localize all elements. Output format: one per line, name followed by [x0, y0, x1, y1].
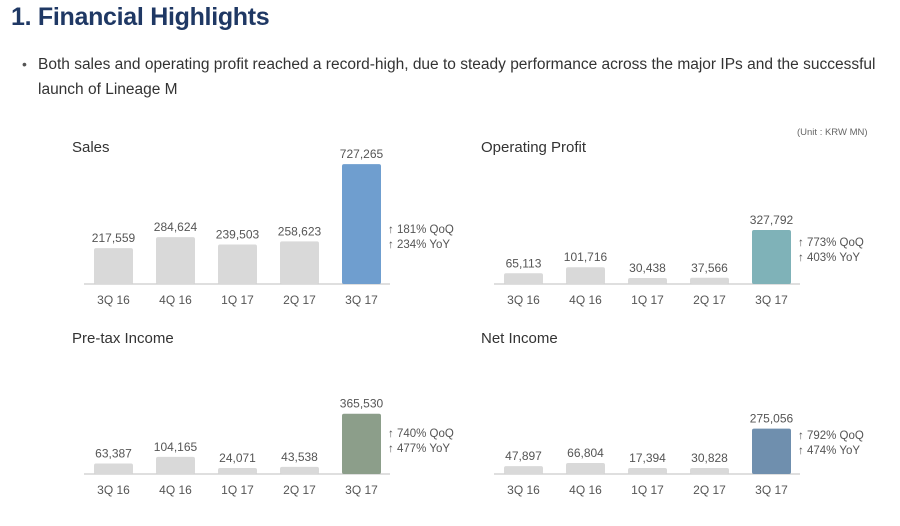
- sales-chart: Sales 217,559 3Q 16 284,624 4Q 16 239,503 1Q …: [0, 130, 454, 330]
- value-label: 37,566: [691, 261, 728, 275]
- value-label: 43,538: [281, 450, 318, 464]
- operating-profit-chart-svg: 65,113 3Q 16 101,716 4Q 16 30,438 1Q 17 37,566…: [494, 213, 800, 307]
- value-label: 30,828: [691, 451, 728, 465]
- value-label: 258,623: [278, 224, 322, 238]
- bullet-marker: •: [22, 56, 27, 72]
- net-income-chart-svg: 47,897 3Q 16 66,804 4Q 16 17,394 1Q 17 30,828 2…: [494, 412, 800, 497]
- value-label: 65,113: [506, 256, 542, 270]
- net-income-chart: Net Income 47,897 3Q 16 66,804 4Q 16 17,394 1…: [410, 320, 864, 520]
- chart-title: Operating Profit: [481, 139, 587, 156]
- qoq-label: ↑ 773% QoQ: [798, 237, 864, 249]
- category-label: 3Q 16: [97, 293, 130, 307]
- value-label: 284,624: [154, 220, 198, 234]
- bullet-text-block: • Both sales and operating profit reache…: [22, 52, 888, 102]
- growth-annotation: ↑ 773% QoQ ↑ 403% YoY: [798, 236, 864, 266]
- category-label: 1Q 17: [221, 293, 254, 307]
- category-label: 3Q 17: [345, 483, 378, 497]
- yoy-label: ↑ 477% YoY: [388, 443, 451, 455]
- bar-3q-17: [342, 413, 381, 474]
- chart-title: Sales: [72, 139, 110, 156]
- growth-annotation: ↑ 792% QoQ ↑ 474% YoY: [798, 429, 864, 459]
- category-label: 2Q 17: [693, 293, 726, 307]
- value-label: 239,503: [216, 228, 260, 242]
- bar-1q-17: [218, 468, 257, 474]
- bar-3q-16: [504, 273, 543, 284]
- value-label: 24,071: [219, 451, 256, 465]
- yoy-label: ↑ 234% YoY: [388, 239, 451, 251]
- operating-profit-chart: Operating Profit 65,113 3Q 16 101,716 4Q 16…: [410, 130, 864, 330]
- bar-3q-17: [752, 428, 791, 474]
- pretax-income-chart: Pre-tax Income 63,387 3Q 16 104,165 4Q 16 24…: [0, 320, 454, 520]
- value-label: 30,438: [629, 261, 666, 275]
- bar-4q-16: [156, 237, 195, 284]
- category-label: 2Q 17: [283, 293, 316, 307]
- value-label: 101,716: [564, 250, 608, 264]
- category-label: 1Q 17: [631, 483, 664, 497]
- bar-3q-16: [94, 463, 133, 474]
- category-label: 4Q 16: [569, 483, 602, 497]
- pretax-income-chart-svg: 63,387 3Q 16 104,165 4Q 16 24,071 1Q 17 43,538…: [84, 397, 390, 497]
- value-label: 275,056: [750, 412, 794, 426]
- category-label: 1Q 17: [631, 293, 664, 307]
- category-label: 4Q 16: [159, 293, 192, 307]
- value-label: 47,897: [505, 449, 542, 463]
- bar-3q-16: [94, 248, 133, 284]
- unit-note: (Unit : KRW MN): [797, 127, 868, 138]
- category-label: 3Q 16: [507, 293, 540, 307]
- bar-1q-17: [628, 278, 667, 284]
- yoy-label: ↑ 403% YoY: [798, 252, 861, 264]
- bullet-text: Both sales and operating profit reached …: [38, 56, 876, 98]
- category-label: 4Q 16: [569, 293, 602, 307]
- bar-4q-16: [566, 462, 605, 474]
- bar-3q-16: [504, 466, 543, 474]
- value-label: 727,265: [340, 147, 384, 161]
- value-label: 217,559: [92, 231, 136, 245]
- category-label: 3Q 16: [507, 483, 540, 497]
- growth-annotation: ↑ 740% QoQ ↑ 477% YoY: [388, 427, 454, 457]
- category-label: 3Q 17: [755, 483, 788, 497]
- bar-2q-17: [690, 277, 729, 284]
- value-label: 365,530: [340, 397, 384, 411]
- bar-2q-17: [280, 241, 319, 284]
- bar-1q-17: [628, 468, 667, 474]
- chart-title: Net Income: [481, 330, 558, 347]
- category-label: 3Q 17: [755, 293, 788, 307]
- value-label: 327,792: [750, 213, 794, 227]
- category-label: 4Q 16: [159, 483, 192, 497]
- category-label: 1Q 17: [221, 483, 254, 497]
- sales-chart-svg: 217,559 3Q 16 284,624 4Q 16 239,503 1Q 17 258,…: [84, 147, 390, 307]
- value-label: 63,387: [95, 447, 132, 461]
- bar-2q-17: [280, 466, 319, 474]
- growth-annotation: ↑ 181% QoQ ↑ 234% YoY: [388, 223, 454, 253]
- page-title: 1. Financial Highlights: [11, 3, 270, 31]
- bar-2q-17: [690, 468, 729, 474]
- category-label: 3Q 17: [345, 293, 378, 307]
- category-label: 3Q 16: [97, 483, 130, 497]
- bar-3q-17: [752, 229, 791, 284]
- bar-4q-16: [156, 456, 195, 474]
- category-label: 2Q 17: [693, 483, 726, 497]
- qoq-label: ↑ 792% QoQ: [798, 430, 864, 442]
- bar-3q-17: [342, 164, 381, 284]
- yoy-label: ↑ 474% YoY: [798, 445, 861, 457]
- bar-1q-17: [218, 244, 257, 284]
- qoq-label: ↑ 181% QoQ: [388, 224, 454, 236]
- value-label: 104,165: [154, 440, 198, 454]
- chart-title: Pre-tax Income: [72, 330, 174, 347]
- qoq-label: ↑ 740% QoQ: [388, 428, 454, 440]
- value-label: 17,394: [629, 451, 666, 465]
- bar-4q-16: [566, 267, 605, 284]
- value-label: 66,804: [567, 446, 604, 460]
- category-label: 2Q 17: [283, 483, 316, 497]
